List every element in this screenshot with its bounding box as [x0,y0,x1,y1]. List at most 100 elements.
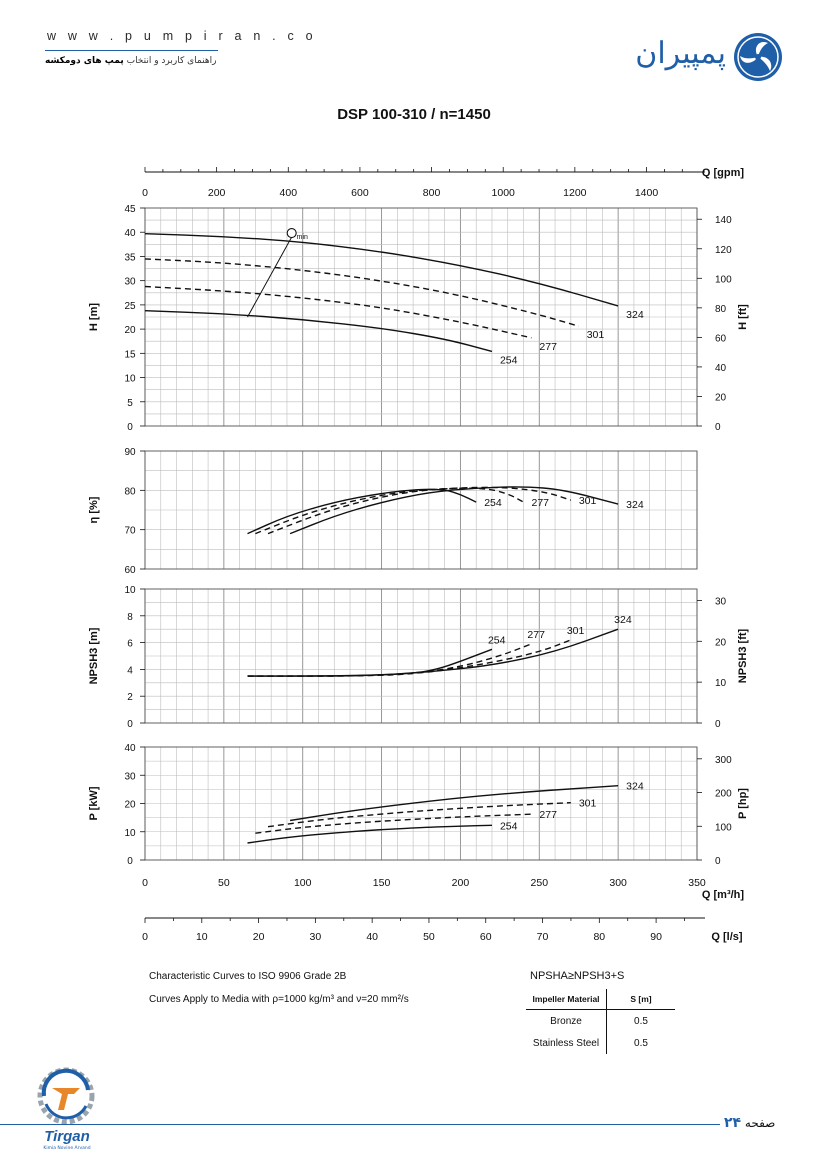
y-right-tick-label: 60 [715,333,727,344]
curve-efficiency-254 [247,488,477,535]
y-right-axis-label: NPSH3 [ft] [737,628,749,683]
curve-head-324 [144,233,619,307]
curve-power-277 [255,813,532,834]
table-header-material: Impeller Material [526,989,607,1010]
chart-axes [140,167,705,923]
qmin-marker [286,228,297,239]
curve-label-324: 324 [626,309,644,321]
logo-wordmark: پمپیران [635,36,726,71]
y-tick-label: 0 [127,856,133,867]
y-right-axis-label: P [hp] [737,788,749,819]
y-right-tick-label: 20 [715,637,727,648]
y-tick-label: 4 [127,665,133,676]
x-tick-label: 50 [218,877,230,889]
curve-npsh-324 [247,628,619,677]
y-tick-label: 35 [124,252,136,263]
gpm-tick-label: 800 [423,187,441,199]
x-tick-label: 100 [294,877,312,889]
y-right-tick-label: 120 [715,245,732,256]
y-tick-label: 10 [124,374,136,385]
curve-power-301 [267,802,571,828]
y-tick-label: 40 [124,743,136,754]
ls-tick-label: 20 [253,931,265,943]
gpm-tick-label: 1000 [492,187,516,199]
gpm-tick-label: 400 [280,187,298,199]
curve-label-301: 301 [587,329,605,341]
y-tick-label: 10 [124,828,136,839]
curve-label-277: 277 [527,629,545,641]
ls-tick-label: 80 [593,931,605,943]
curve-label-254: 254 [500,354,518,366]
x-axis-label: Q [m³/h] [702,889,744,901]
ls-tick-label: 40 [366,931,378,943]
ls-tick-label: 60 [480,931,492,943]
table-cell-s: 0.5 [634,1037,648,1049]
header-divider [45,50,218,51]
y-axis-label: η [%] [88,496,100,523]
y-tick-label: 60 [124,565,136,576]
y-right-tick-label: 20 [715,392,727,403]
curve-label-324: 324 [626,781,644,793]
page-number: صفحه ۲۴ [724,1115,775,1131]
gpm-axis-label: Q [gpm] [702,167,744,179]
y-right-tick-label: 200 [715,789,732,800]
x-tick-label: 0 [142,877,148,889]
y-tick-label: 15 [124,349,136,360]
y-tick-label: 20 [124,325,136,336]
curve-head-254 [144,310,493,353]
curve-head-277 [144,285,532,339]
header-subtitle-bold: پمپ های دومکشه [45,56,124,66]
curve-label-277: 277 [532,497,550,509]
x-tick-label: 200 [452,877,470,889]
table-row: Stainless Steel 0.5 [526,1032,675,1054]
x-tick-label: 350 [688,877,706,889]
curve-npsh-254 [247,648,493,677]
y-right-tick-label: 140 [715,215,732,226]
y-right-axis-label: H [ft] [737,304,749,330]
curve-npsh-277 [247,643,532,677]
footer-divider [0,1124,720,1125]
y-tick-label: 6 [127,639,133,650]
panel-frame [144,207,698,427]
x-tick-label: 250 [531,877,549,889]
ls-tick-label: 30 [310,931,322,943]
ls-tick-label: 0 [142,931,148,943]
curve-label-324: 324 [626,499,644,511]
ls-tick-label: 90 [650,931,662,943]
media-note-values: ρ=1000 kg/m³ and ν=20 mm²/s [272,994,409,1005]
curve-label-254: 254 [488,634,506,646]
media-note: Curves Apply to Media with ρ=1000 kg/m³ … [149,994,409,1005]
ls-tick-label: 70 [537,931,549,943]
y-tick-label: 90 [124,447,136,458]
qmin-line [247,236,293,318]
y-right-tick-label: 0 [715,719,721,730]
curve-label-277: 277 [539,341,557,353]
y-right-tick-label: 80 [715,304,727,315]
table-cell-material: Stainless Steel [526,1032,607,1054]
curve-npsh-301 [247,639,572,677]
y-right-tick-label: 10 [715,678,727,689]
curve-power-324 [289,785,619,822]
curve-efficiency-301 [267,486,572,535]
curve-label-301: 301 [579,798,597,810]
website-url[interactable]: w w w . p u m p i r a n . c o [47,29,317,43]
y-tick-label: 0 [127,422,133,433]
curve-label-324: 324 [614,614,632,626]
table-row: Bronze 0.5 [526,1009,675,1032]
curve-label-254: 254 [500,820,518,832]
panel-frame [144,450,698,570]
y-tick-label: 30 [124,277,136,288]
chart-curves [144,228,619,844]
y-tick-label: 20 [124,800,136,811]
curve-power-254 [247,824,493,844]
x-tick-label: 300 [609,877,627,889]
curve-label-301: 301 [567,625,585,637]
y-tick-label: 8 [127,612,133,623]
curve-label-254: 254 [484,497,502,509]
y-right-tick-label: 0 [715,856,721,867]
curve-efficiency-277 [255,487,524,535]
y-right-tick-label: 300 [715,755,732,766]
y-axis-label: NPSH3 [m] [88,627,100,684]
y-right-tick-label: 100 [715,822,732,833]
